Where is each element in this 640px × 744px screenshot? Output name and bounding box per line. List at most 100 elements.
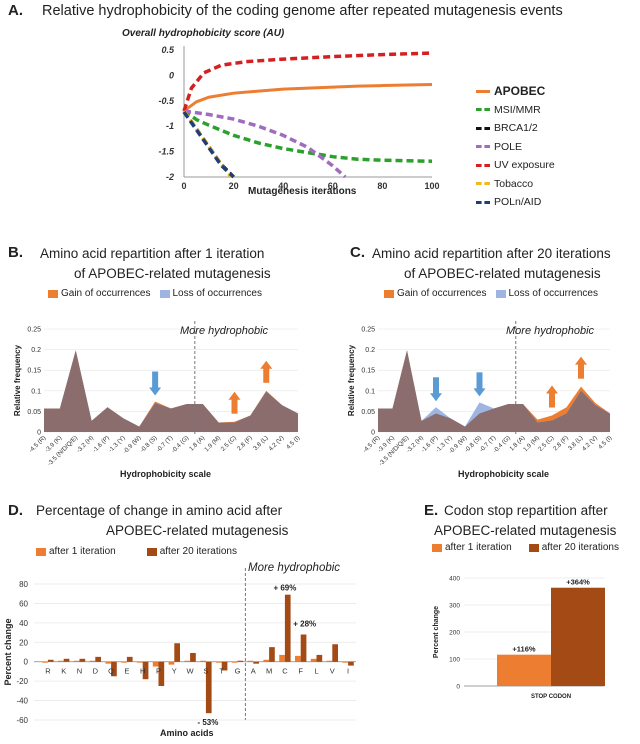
x-tick-label: STOP CODON — [531, 694, 571, 700]
x-tick-label: A — [251, 667, 256, 676]
bar-1-iteration-P — [152, 661, 159, 667]
y-tick-label: -60 — [16, 716, 28, 725]
bar-20-iterations-F — [300, 634, 307, 662]
y-axis-label: Relative frequency — [347, 344, 356, 416]
x-tick-label: C — [282, 667, 288, 676]
x-tick-label: Y — [172, 667, 177, 676]
gain-label: Gain of occurrences — [61, 288, 151, 299]
bar-20-iterations-Q — [111, 661, 117, 677]
legend-item: MSI/MMR — [476, 101, 555, 120]
legend-swatch — [476, 182, 490, 186]
bar-1-iteration-V — [326, 660, 333, 662]
panel-c-title-1: Amino acid repartition after 20 iteratio… — [372, 246, 611, 261]
legend-label: POLE — [494, 140, 523, 153]
label-s: - 53% — [197, 718, 218, 727]
x-tick-label: M — [266, 667, 272, 676]
panel-a-legend: APOBEC MSI/MMR BRCA1/2 POLE UV exposure Tobac… — [476, 82, 555, 212]
bar-20-iterations-V — [332, 644, 338, 662]
panel-c-legend: Gain of occurrences Loss of occurrences — [384, 288, 598, 299]
bar-1-iteration-N — [73, 660, 80, 662]
y-tick-label: 0.5 — [161, 45, 175, 55]
bar-20-iterations-M — [269, 647, 275, 662]
x-tick-label: 1.9 (M) — [203, 434, 222, 453]
x-tick-label: 3.8 (L) — [252, 434, 270, 452]
y-tick-label: 0.1 — [31, 388, 41, 395]
bar-20-iterations-W — [190, 652, 196, 662]
legend-swatch — [476, 89, 490, 93]
panel-d-legend: after 1 iteration after 20 iterations — [36, 546, 237, 557]
x-tick-label: 100 — [424, 181, 439, 191]
x-tick-label: 2.5 (C) — [537, 434, 555, 452]
legend-swatch — [476, 145, 490, 149]
legend-swatch — [476, 200, 490, 204]
arrow-shaft — [263, 366, 270, 383]
series-line-poln-aid — [182, 110, 235, 179]
label-c: + 69% — [273, 584, 296, 593]
chart-a: 0.5 0 -0.5 -1 -1.5 -2 0 20 40 60 80 100 — [158, 45, 439, 191]
bar-1-iteration-E — [121, 661, 127, 663]
arrow-shaft — [433, 377, 439, 396]
x-tick-label: K — [61, 667, 66, 676]
y-axis-label: Relative frequency — [13, 344, 22, 416]
bar-1-iteration-F — [295, 655, 301, 662]
legend-swatch — [476, 126, 490, 130]
x-tick-label: N — [77, 667, 82, 676]
bar-1-iteration-M — [263, 659, 270, 662]
bar-1-iteration-K — [58, 660, 64, 662]
panel-d-xlabel: Amino acids — [160, 728, 214, 738]
series1-swatch — [36, 547, 46, 556]
y-tick-label: 0 — [37, 430, 41, 437]
bar-20-iterations-S — [205, 661, 212, 714]
series1-label: after 1 iteration — [445, 542, 512, 553]
bar-20-iterations-G — [237, 660, 244, 662]
y-tick-label: 0.25 — [361, 327, 375, 334]
bar-20-iterations-E — [126, 656, 133, 662]
x-tick-label: 2.8 (F) — [552, 434, 570, 452]
bar-1-iteration-W — [184, 660, 191, 662]
legend-item: Tobacco — [476, 175, 555, 194]
legend-item: POLn/AID — [476, 193, 555, 212]
legend-label: MSI/MMR — [494, 103, 541, 116]
arrow-head — [473, 388, 486, 397]
bar-1-iteration — [497, 654, 551, 686]
x-tick-label: S — [203, 667, 208, 676]
panel-b-legend: Gain of occurrences Loss of occurrences — [48, 288, 262, 299]
bar-20-iterations — [551, 587, 605, 686]
panel-b-annotation: More hydrophobic — [180, 325, 269, 337]
bar-20-iterations-R — [47, 659, 54, 662]
y-tick-label: 400 — [449, 576, 460, 583]
bar-20-iterations-L — [316, 654, 323, 662]
y-tick-label: 0.2 — [31, 347, 41, 354]
x-tick-label: -3.2 (H) — [75, 434, 95, 454]
x-tick-label: 4.2 (V) — [581, 434, 599, 452]
legend-label: Tobacco — [494, 177, 534, 190]
area-overlap — [44, 350, 298, 432]
x-tick-label: 40 — [278, 181, 288, 191]
x-tick-label: 2.5 (C) — [220, 434, 238, 452]
x-tick-label: -0.4 (G) — [170, 434, 190, 454]
x-tick-label: 60 — [328, 181, 338, 191]
bar-20-iterations-C — [284, 594, 291, 662]
y-tick-label: 0.25 — [27, 327, 41, 334]
bar-20-iterations-K — [63, 658, 70, 662]
y-tick-label: -20 — [16, 677, 28, 686]
x-tick-label: T — [219, 667, 224, 676]
chart-d: 80 60 40 20 0 -20 -40 -60 Percent change R K N D Q E H P… — [3, 568, 356, 727]
y-tick-label: 0.15 — [27, 368, 41, 375]
legend-label: BRCA1/2 — [494, 122, 538, 135]
series-line-apobec — [183, 83, 433, 113]
loss-label: Loss of occurrences — [508, 288, 599, 299]
legend-label: UV exposure — [494, 159, 555, 172]
chart-b: 0.25 0.2 0.15 0.1 0.05 0 Relative frequency -4.… — [13, 321, 301, 467]
panel-c-xlabel: Hydrophobicity scale — [458, 469, 550, 479]
x-tick-label: 4.5 (I) — [597, 434, 613, 450]
loss-swatch — [495, 289, 506, 298]
panel-e-letter: E. — [424, 502, 439, 519]
bar-1-iteration-L — [310, 658, 317, 662]
series-line-uv-exposure — [182, 51, 433, 112]
legend-label: POLn/AID — [494, 196, 542, 209]
y-tick-label: 300 — [449, 603, 460, 610]
arrow-head — [575, 356, 587, 365]
y-tick-label: -2 — [166, 172, 174, 182]
x-tick-label: 20 — [229, 181, 239, 191]
